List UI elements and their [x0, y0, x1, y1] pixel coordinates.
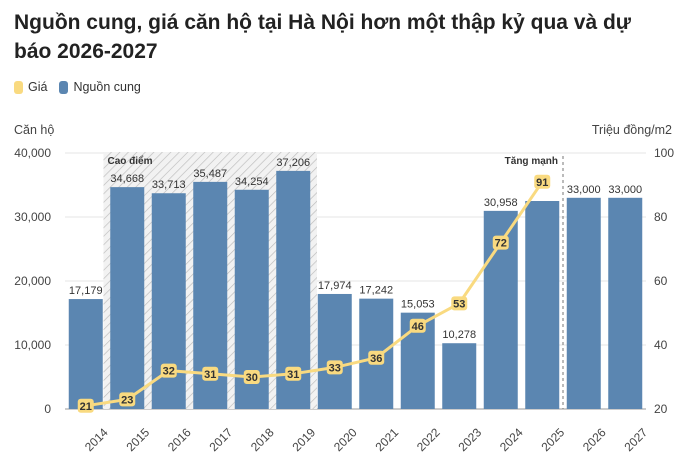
x-tick-label: 2023 — [455, 425, 484, 454]
y-tick-label: 10,000 — [14, 338, 51, 352]
y2-tick-label: 60 — [654, 274, 668, 288]
price-point-2016 — [160, 363, 177, 378]
price-label: 32 — [163, 366, 175, 378]
legend-swatch-price — [14, 80, 23, 94]
price-label: 31 — [204, 369, 216, 381]
legend-item-price: Giá — [14, 80, 47, 94]
y-axis-title: Căn hộ — [14, 123, 54, 137]
y2-tick-label: 40 — [654, 338, 668, 352]
bar-2023 — [442, 343, 477, 409]
price-label: 23 — [121, 394, 133, 406]
price-label: 21 — [80, 401, 92, 413]
price-label: 31 — [287, 369, 299, 381]
bar-value-label: 34,254 — [235, 176, 269, 188]
bar-2015 — [110, 187, 145, 409]
x-tick-label: 2026 — [580, 425, 609, 454]
bar-value-label: 30,958 — [484, 197, 518, 209]
price-point-2025 — [534, 174, 551, 189]
y-tick-label: 40,000 — [14, 146, 51, 160]
x-tick-label: 2019 — [289, 425, 318, 454]
bar-value-label: 17,179 — [69, 285, 103, 297]
legend-swatch-supply — [59, 80, 69, 94]
price-point-2015 — [119, 392, 136, 407]
bar-2014 — [68, 299, 103, 409]
y-tick-label: 20,000 — [14, 274, 51, 288]
y2-tick-label: 20 — [654, 402, 668, 416]
x-tick-label: 2017 — [206, 425, 235, 454]
legend-label-price: Giá — [28, 80, 48, 94]
price-label: 91 — [536, 177, 548, 189]
x-tick-label: 2015 — [123, 425, 152, 454]
bar-value-label: 33,000 — [567, 184, 601, 196]
bar-value-label: 35,487 — [193, 168, 227, 180]
bar-value-label: 15,053 — [401, 299, 435, 311]
price-label: 72 — [495, 238, 507, 250]
price-point-2022 — [409, 318, 426, 333]
x-tick-label: 2025 — [538, 425, 567, 454]
price-point-2023 — [451, 296, 468, 311]
price-point-2014 — [77, 398, 94, 413]
bar-value-label: 17,242 — [359, 285, 393, 297]
price-point-2019 — [285, 366, 302, 381]
price-point-2017 — [202, 366, 219, 381]
chart-title: Nguồn cung, giá căn hộ tại Hà Nội hơn mộ… — [14, 11, 632, 63]
bar-value-label: 37,206 — [276, 157, 310, 169]
y-tick-label: 0 — [44, 402, 51, 416]
x-tick-label: 2016 — [165, 425, 194, 454]
price-label: 46 — [412, 321, 424, 333]
price-label: 53 — [453, 298, 465, 310]
x-tick-label: 2024 — [497, 425, 526, 454]
price-point-2020 — [326, 360, 343, 375]
peak-annotation: Cao điểm — [108, 155, 153, 167]
bar-value-label: 33,713 — [152, 179, 186, 191]
price-label: 30 — [246, 372, 258, 384]
price-label: 36 — [370, 353, 382, 365]
x-tick-label: 2027 — [621, 425, 650, 454]
bar-value-label: 10,278 — [442, 329, 476, 341]
bar-2025 — [525, 201, 560, 409]
bar-2027 — [608, 197, 643, 409]
y2-axis-title: Triệu đồng/m2 — [592, 123, 672, 137]
bar-2020 — [317, 293, 352, 409]
x-tick-label: 2021 — [372, 425, 401, 454]
price-point-2024 — [492, 235, 509, 250]
legend-label-supply: Nguồn cung — [73, 80, 141, 94]
price-point-2018 — [243, 370, 260, 384]
y-tick-label: 30,000 — [14, 210, 51, 224]
price-point-2021 — [368, 350, 385, 365]
x-tick-label: 2022 — [414, 425, 443, 454]
bar-value-label: 33,000 — [608, 184, 642, 196]
bar-2026 — [566, 197, 601, 409]
legend: Giá Nguồn cung — [14, 80, 153, 94]
legend-item-supply: Nguồn cung — [59, 80, 141, 94]
y2-tick-label: 100 — [654, 146, 674, 160]
x-tick-label: 2018 — [248, 425, 277, 454]
price-label: 33 — [329, 362, 341, 374]
y2-tick-label: 80 — [654, 210, 668, 224]
bar-value-label: 17,974 — [318, 280, 352, 292]
surge-annotation: Tăng mạnh — [505, 156, 558, 167]
x-tick-label: 2014 — [82, 425, 111, 454]
bar-value-label: 34,668 — [110, 173, 144, 185]
x-tick-label: 2020 — [331, 425, 360, 454]
